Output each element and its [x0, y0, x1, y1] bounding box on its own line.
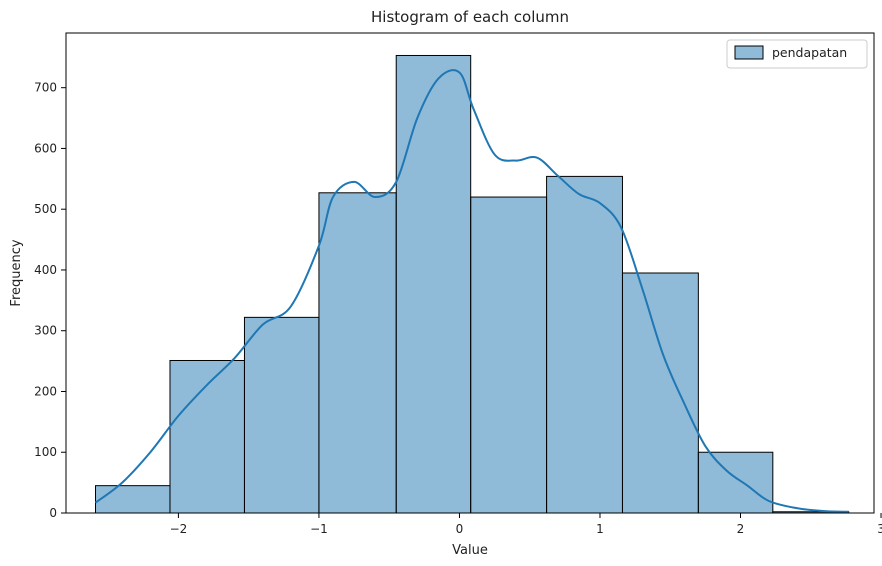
- histogram-bar: [621, 272, 699, 514]
- histogram-bar: [546, 175, 623, 514]
- chart-title: Histogram of each column: [371, 8, 569, 26]
- legend-swatch: [734, 45, 764, 60]
- y-tick-label: 500: [34, 202, 57, 216]
- y-tick-label: 0: [49, 506, 57, 520]
- x-axis-label: Value: [452, 543, 488, 558]
- x-tick-label: 3: [877, 522, 882, 536]
- y-axis-label: Frequency: [9, 239, 24, 306]
- x-tick-label: 0: [456, 522, 464, 536]
- x-tick-label: −1: [310, 522, 328, 536]
- y-tick-label: 700: [34, 81, 57, 95]
- x-tick-label: 2: [737, 522, 745, 536]
- histogram-bar: [697, 451, 774, 514]
- histogram-bar: [395, 54, 472, 514]
- x-axis-ticks: −2 −1 0 1 2 3: [170, 513, 882, 536]
- y-tick-label: 200: [34, 384, 57, 398]
- histogram-bar: [470, 196, 548, 514]
- histogram-bar: [95, 485, 171, 514]
- bars-group: [95, 54, 850, 514]
- x-tick-label: 1: [596, 522, 604, 536]
- y-tick-label: 100: [34, 445, 57, 459]
- plot-frame: [65, 32, 875, 514]
- histogram-bar: [243, 316, 320, 514]
- x-tick-label: −2: [170, 522, 188, 536]
- histogram-bar: [318, 192, 397, 514]
- y-axis-ticks: 0 100 200 300 400 500 600 700: [34, 81, 66, 520]
- y-tick-label: 600: [34, 141, 57, 155]
- y-tick-label: 300: [34, 324, 57, 338]
- kde-curve: [94, 69, 849, 513]
- legend: pendapatan: [726, 39, 868, 69]
- y-tick-label: 400: [34, 263, 57, 277]
- legend-label-pendapatan: pendapatan: [772, 45, 847, 60]
